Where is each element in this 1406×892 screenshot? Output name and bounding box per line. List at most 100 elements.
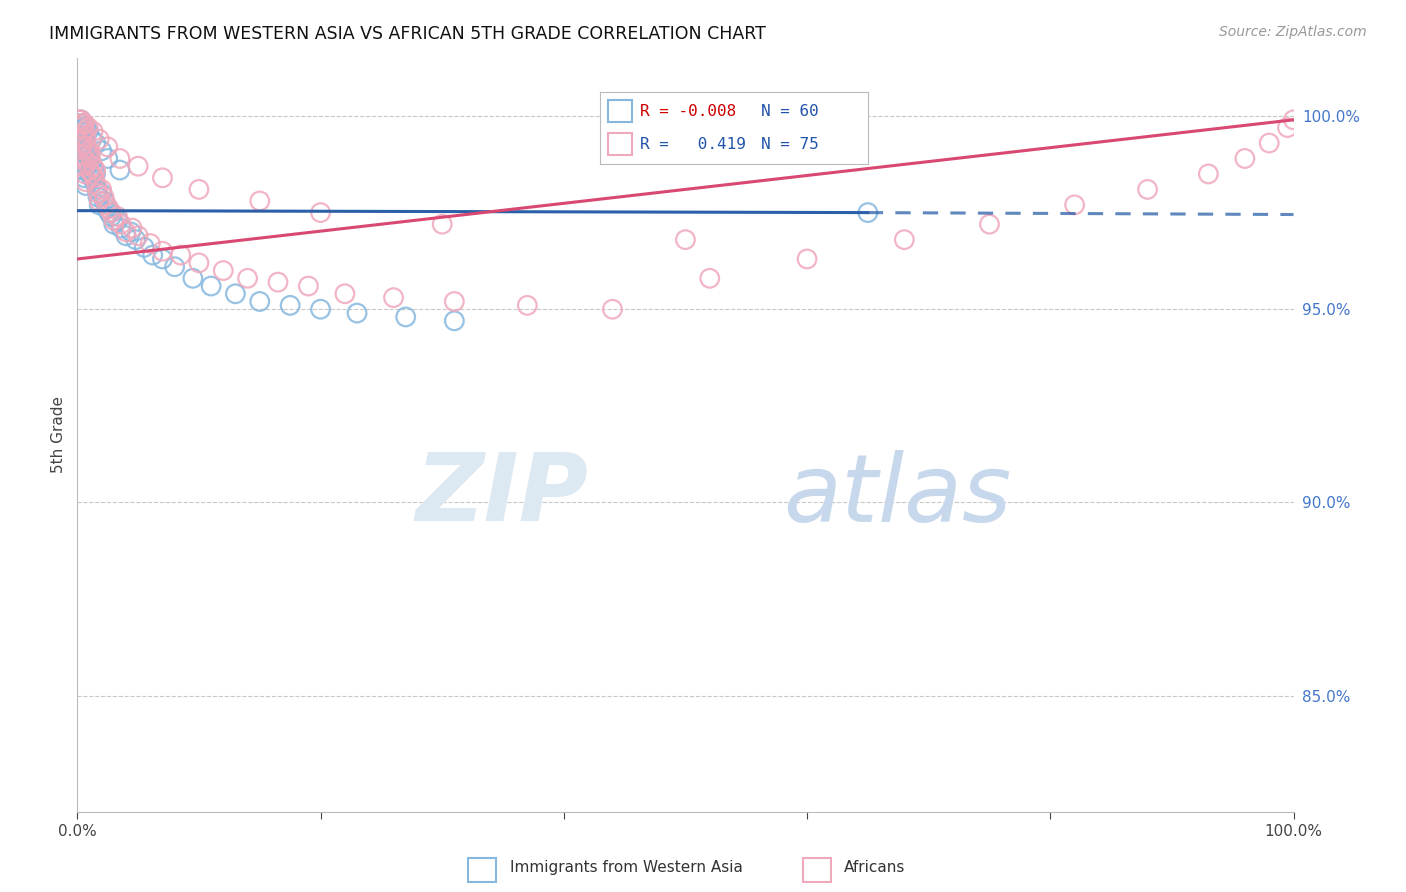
Point [602,302,624,317]
Point [103,217,125,231]
Point [96,198,118,212]
Point [346,306,368,320]
Point [1136,182,1159,196]
Point [163,260,186,274]
Point [69,120,91,135]
Point [72,120,94,135]
Point [675,233,697,247]
Text: R =   0.419: R = 0.419 [640,136,747,152]
Point [181,271,204,285]
Point [70,144,93,158]
Point [80,167,103,181]
Point [1282,112,1305,127]
Text: atlas: atlas [783,450,1011,541]
Point [100,205,122,219]
Point [97,152,120,166]
Point [79,167,101,181]
Point [70,112,93,127]
Point [76,144,98,158]
Point [236,271,259,285]
Text: N = 75: N = 75 [761,136,818,152]
Point [79,163,101,178]
Point [1277,120,1299,135]
Point [309,302,332,317]
Point [1233,152,1256,166]
Point [97,140,120,154]
Point [188,256,211,270]
Point [120,225,142,239]
Point [69,136,91,150]
Point [108,163,131,178]
Point [70,132,93,146]
Point [70,124,93,138]
Point [77,147,100,161]
Point [97,205,120,219]
Point [796,252,818,266]
Point [97,202,120,216]
Point [73,124,96,138]
Point [83,175,105,189]
Point [86,182,108,196]
Point [297,279,319,293]
Point [516,298,538,312]
Point [84,136,107,150]
Point [76,155,98,169]
Point [75,175,97,189]
Point [75,136,97,150]
Point [76,159,98,173]
Point [80,152,103,166]
Point [90,144,112,158]
Point [278,298,301,312]
Point [87,190,110,204]
Point [80,132,103,146]
Point [84,167,107,181]
Point [70,140,93,154]
Point [152,252,174,266]
Point [83,170,105,185]
Point [188,182,211,196]
Point [152,244,174,259]
Point [77,124,100,138]
Point [72,159,94,173]
Point [73,117,96,131]
Point [70,128,93,143]
Bar [609,134,633,155]
Point [110,221,132,235]
Point [333,286,356,301]
Text: IMMIGRANTS FROM WESTERN ASIA VS AFRICAN 5TH GRADE CORRELATION CHART: IMMIGRANTS FROM WESTERN ASIA VS AFRICAN … [49,25,766,43]
Point [77,144,100,158]
Point [267,275,290,289]
Point [443,314,465,328]
Point [856,205,879,219]
Point [75,132,97,146]
Point [93,194,115,208]
Bar [609,101,633,122]
Point [89,132,111,146]
Point [89,198,111,212]
Point [70,155,93,169]
Point [432,217,454,231]
Point [115,228,138,243]
Point [127,159,149,173]
Point [90,186,112,201]
Point [69,117,91,131]
Point [382,291,405,305]
Point [82,163,104,178]
Point [309,205,332,219]
Point [87,186,110,201]
Point [93,190,115,204]
Point [70,147,93,161]
Point [72,163,94,178]
Point [125,233,148,247]
Point [90,182,112,196]
Point [1258,136,1281,150]
Point [893,233,915,247]
Point [127,228,149,243]
Text: Source: ZipAtlas.com: Source: ZipAtlas.com [1219,25,1367,39]
Text: Immigrants from Western Asia: Immigrants from Western Asia [510,860,744,874]
Text: Africans: Africans [844,860,905,874]
Point [142,248,165,262]
Point [82,159,104,173]
Text: N = 60: N = 60 [761,103,818,119]
Point [1197,167,1219,181]
